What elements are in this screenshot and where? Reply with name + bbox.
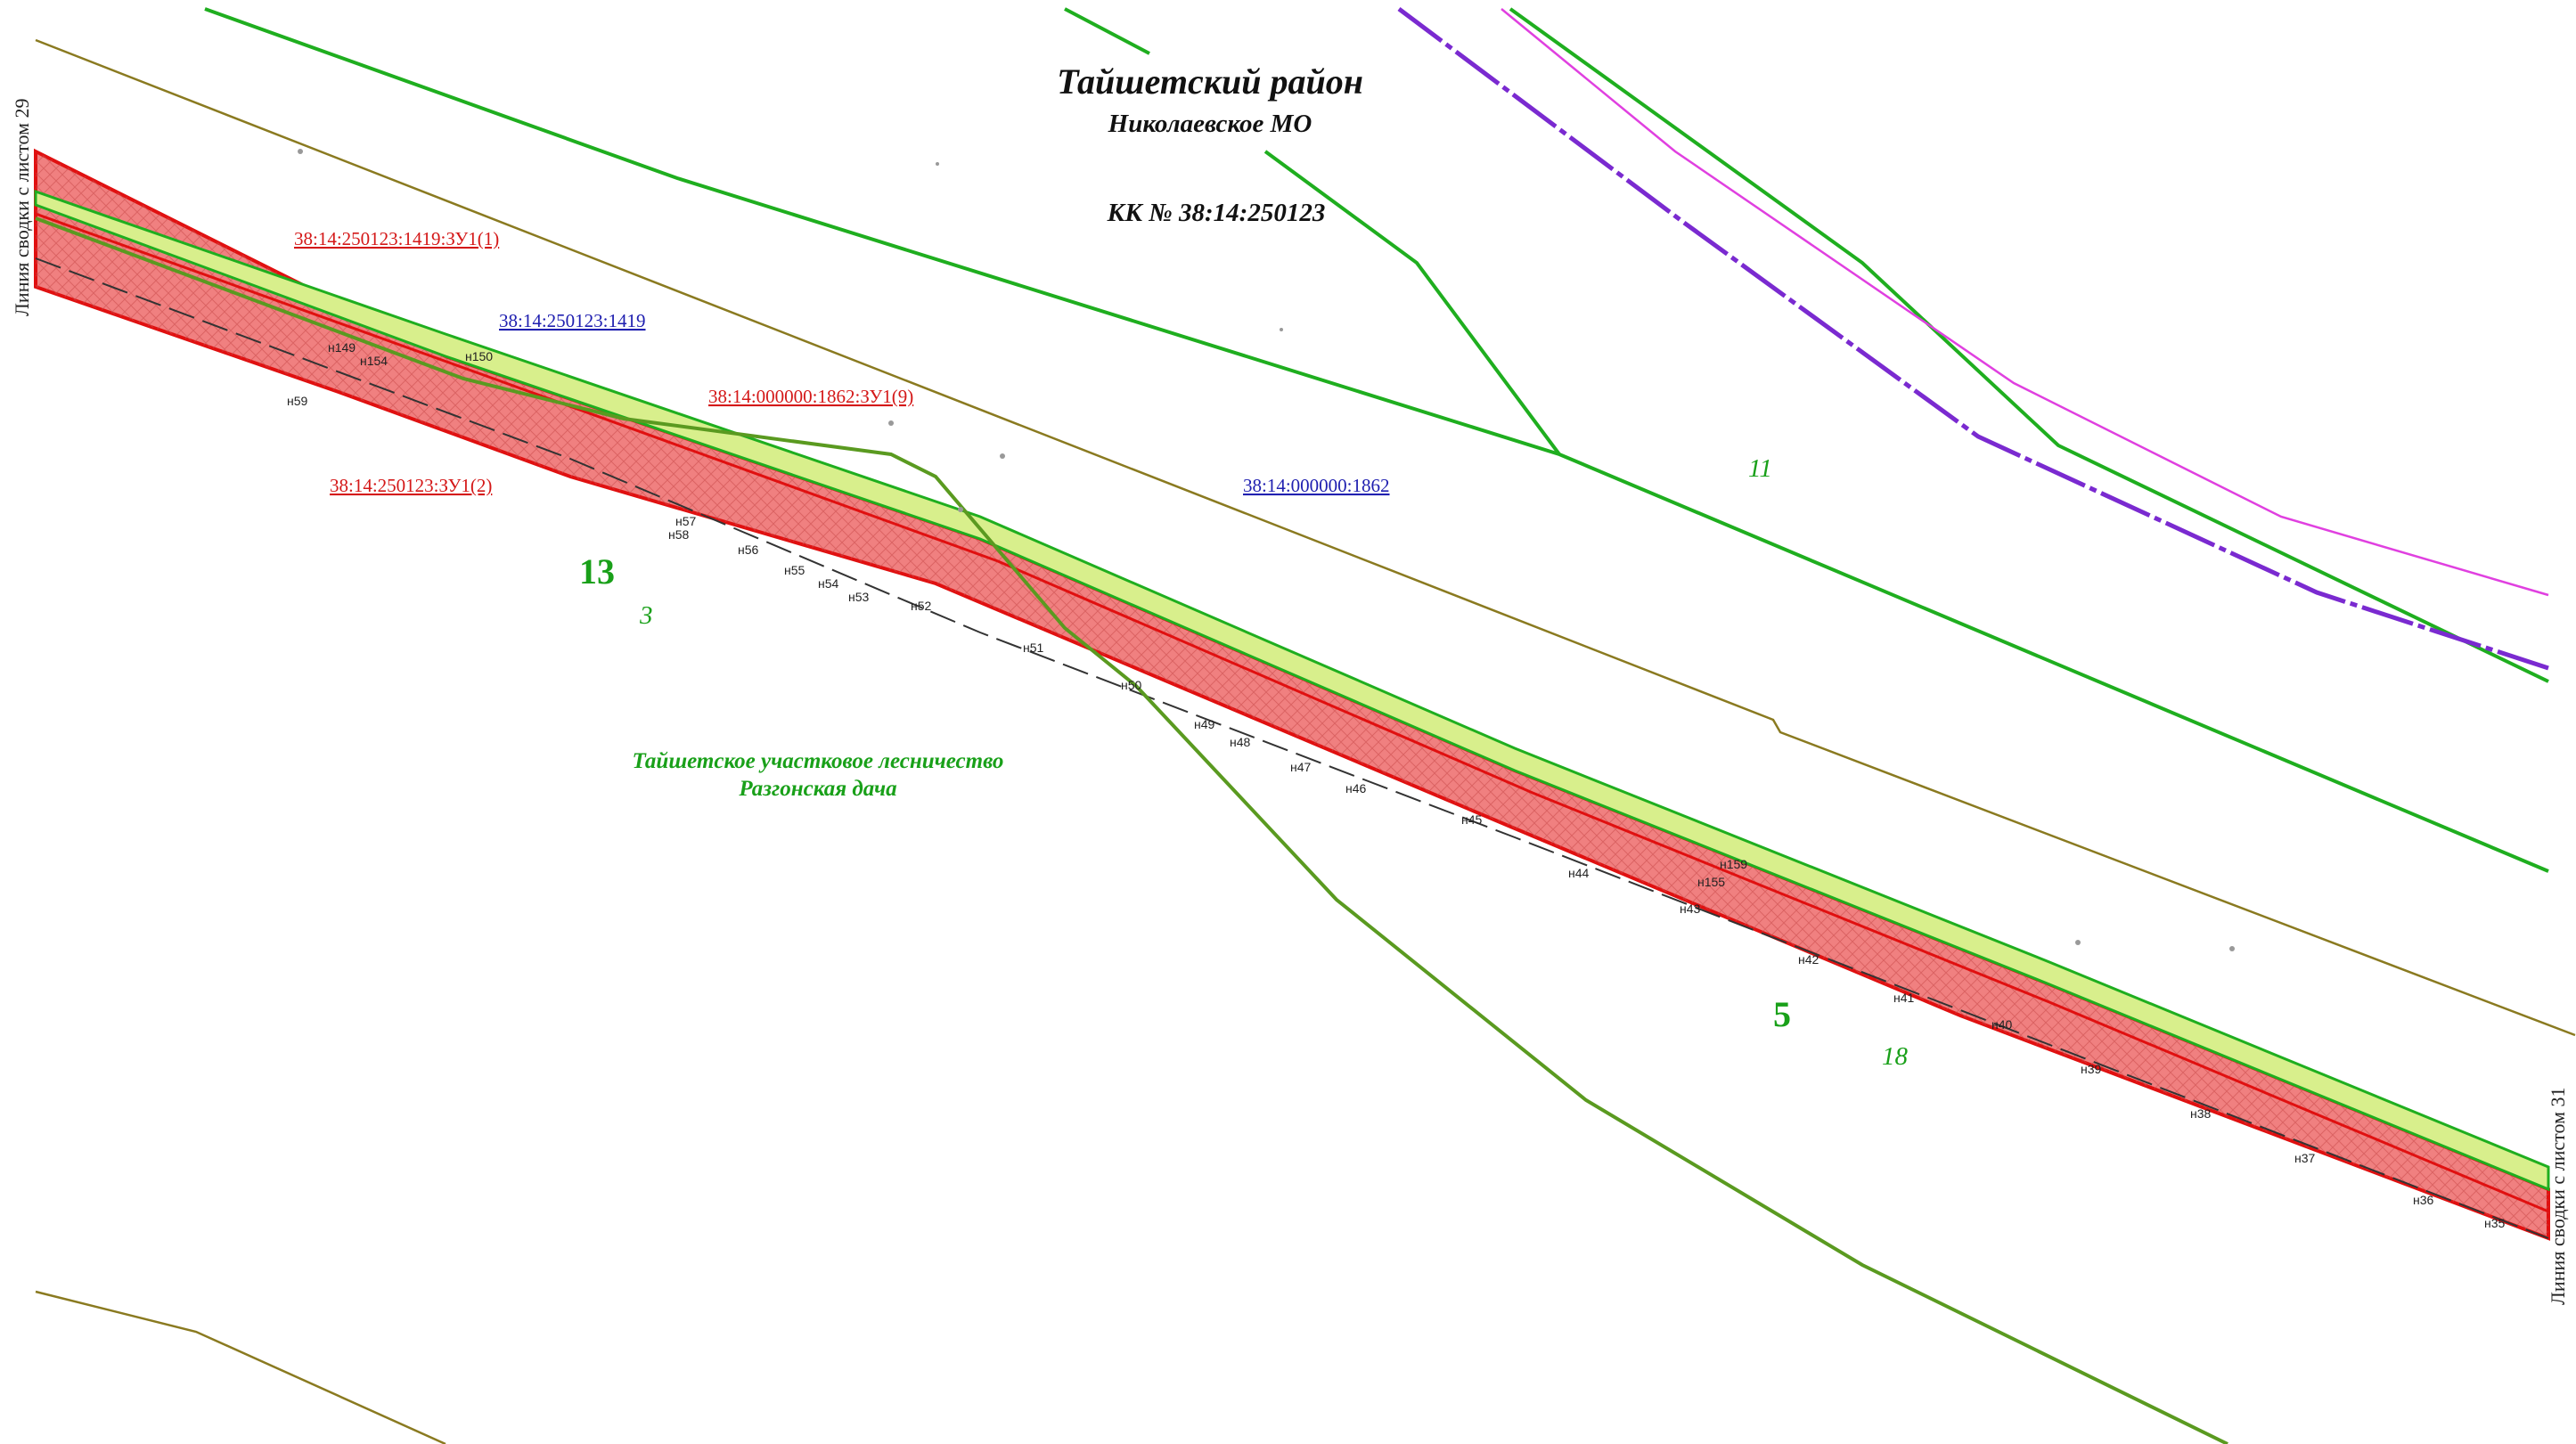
left-edge-label: Линия сводки с листом 29 [11, 99, 33, 317]
zone-number-5: 5 [1773, 994, 1791, 1034]
point-label: н46 [1345, 781, 1367, 795]
point-label: н45 [1461, 812, 1483, 827]
forestry-label-line1: Тайшетское участковое лесничество [633, 749, 1004, 773]
purple-line [1397, 7, 2549, 671]
point-label: н40 [1991, 1017, 2013, 1032]
point-label: н56 [738, 543, 759, 557]
point-label: н41 [1893, 991, 1915, 1005]
parcel-label-1862: 38:14:000000:1862 [1243, 475, 1390, 496]
point-label: н38 [2190, 1106, 2212, 1121]
point-label: н49 [1194, 717, 1215, 731]
point-label: н43 [1680, 901, 1701, 916]
point-label: н150 [465, 349, 493, 363]
parcel-label-1419: 38:14:250123:1419 [499, 310, 646, 331]
survey-marks [298, 149, 2235, 951]
point-label: н149 [328, 340, 356, 355]
dark-green-line [35, 216, 2228, 1444]
point-label: н155 [1697, 875, 1725, 889]
point-label: н159 [1720, 857, 1747, 871]
yellow-strip-zone [34, 189, 2550, 1192]
municipality-title: Николаевское МО [1108, 110, 1313, 138]
point-label: н36 [2413, 1193, 2434, 1207]
magenta-line [1501, 8, 2549, 597]
green-line-upper-right [1509, 7, 2549, 683]
green-line-diagonal [1064, 7, 1150, 55]
point-label: н51 [1023, 640, 1044, 655]
zone-number-11: 11 [1748, 454, 1772, 483]
point-label: н48 [1230, 735, 1251, 749]
point-label: н35 [2484, 1216, 2506, 1230]
zone-number-18: 18 [1882, 1042, 1909, 1071]
point-label: н44 [1568, 866, 1590, 880]
point-label: н42 [1798, 952, 1820, 967]
parcel-label-zu1-1: 38:14:250123:1419:ЗУ1(1) [294, 228, 499, 249]
point-label: н57 [675, 514, 697, 528]
point-labels: н149 н154 н150 н59 н57 н58 н56 н55 н54 н… [287, 340, 2506, 1230]
parcel-label-zu1-2: 38:14:250123:ЗУ1(2) [330, 475, 492, 496]
zone-number-3: 3 [639, 601, 653, 630]
point-label: н55 [784, 563, 806, 577]
point-label: н52 [911, 599, 932, 613]
olive-boundary-top [35, 38, 2576, 1037]
point-label: н37 [2294, 1151, 2316, 1165]
point-label: н154 [360, 354, 388, 368]
olive-boundary-bottom [35, 1290, 446, 1444]
point-label: н53 [848, 590, 870, 604]
point-label: н50 [1121, 678, 1142, 692]
zone-number-13: 13 [579, 551, 615, 591]
cadastral-quarter-title: КК № 38:14:250123 [1107, 199, 1326, 227]
point-label: н54 [818, 576, 839, 591]
point-label: н47 [1290, 760, 1312, 774]
dashed-axis [35, 257, 2549, 1239]
forestry-label-line2: Разгонская дача [738, 777, 896, 801]
green-line-long [204, 7, 2549, 873]
red-strip-outer-edge [35, 212, 2549, 1213]
red-strip-hatch [36, 151, 2548, 1238]
point-label: н58 [668, 527, 690, 542]
district-title: Тайшетский район [1057, 61, 1363, 102]
point-label: н39 [2081, 1062, 2102, 1076]
point-label: н59 [287, 394, 308, 408]
green-line-branch [1263, 150, 1561, 456]
right-edge-label: Линия сводки с листом 31 [2547, 1088, 2569, 1306]
parcel-label-zu1-9: 38:14:000000:1862:ЗУ1(9) [708, 386, 913, 407]
